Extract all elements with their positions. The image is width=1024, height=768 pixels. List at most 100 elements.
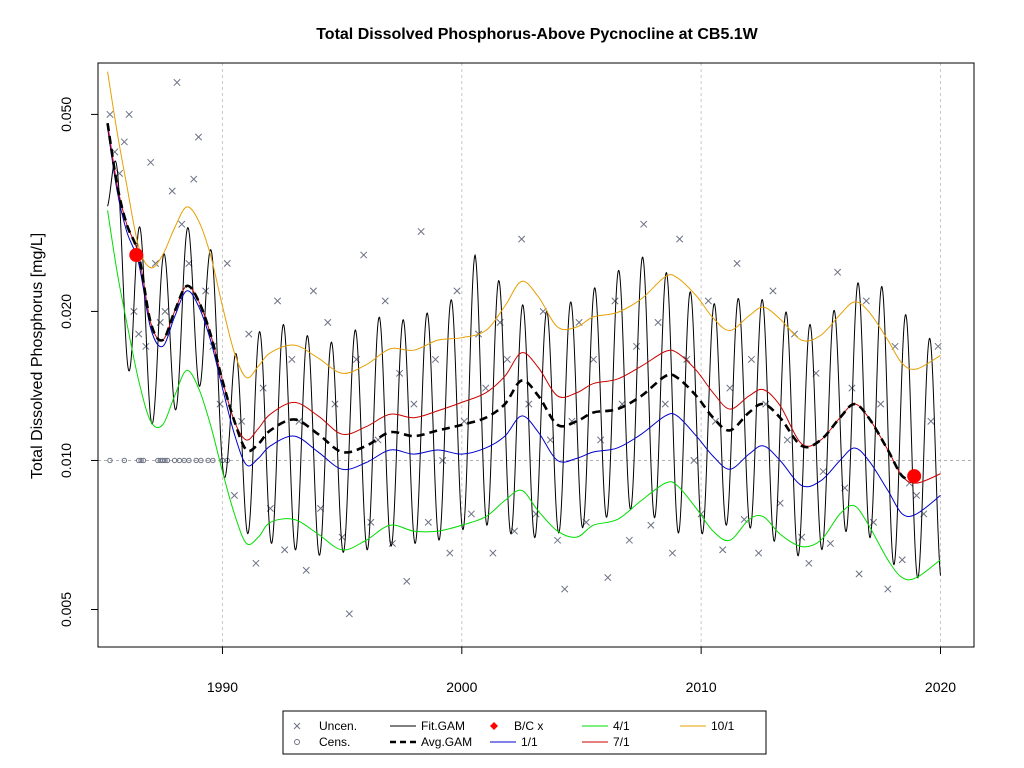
uncensored-point <box>252 559 260 567</box>
uncensored-point-stroke <box>711 417 720 425</box>
uncensored-point <box>147 158 155 166</box>
uncensored-point <box>135 330 143 338</box>
uncensored-point-stroke <box>690 456 698 465</box>
uncensored-point-stroke <box>106 110 114 118</box>
uncensored-point-stroke <box>503 355 511 363</box>
uncensored-point <box>913 491 921 499</box>
x-tick-label: 2010 <box>686 679 717 695</box>
uncensored-point-stroke <box>927 417 935 425</box>
uncensored-point-stroke <box>202 287 210 295</box>
bc-point <box>129 248 144 263</box>
uncensored-point-stroke <box>783 436 791 444</box>
uncensored-point-stroke <box>546 436 554 444</box>
uncensored-point-stroke <box>518 235 526 243</box>
uncensored-point-stroke <box>510 527 519 535</box>
legend-label: 7/1 <box>613 735 630 749</box>
uncensored-point-stroke <box>834 268 842 276</box>
uncensored-point <box>934 342 942 350</box>
bc-point <box>907 469 922 484</box>
uncensored-point <box>202 287 210 295</box>
uncensored-point <box>676 235 684 243</box>
uncensored-point <box>704 297 712 305</box>
uncensored-point-stroke <box>431 355 440 363</box>
uncensored-point <box>460 417 468 425</box>
uncensored-point <box>324 318 332 327</box>
uncensored-point-stroke <box>611 297 619 305</box>
uncensored-point-stroke <box>223 259 231 267</box>
y-tick-label: 0.020 <box>58 294 74 329</box>
series-lines <box>106 71 941 581</box>
uncensored-point <box>661 400 669 408</box>
legend-label: 4/1 <box>613 719 630 733</box>
legend: Uncen. Cens. Fit.GAM Avg.GAM B/C x 1/1 4/1 7/1 1… <box>282 710 767 755</box>
uncensored-point-stroke <box>884 585 892 593</box>
uncensored-point <box>431 355 440 363</box>
uncensored-point <box>848 384 856 392</box>
legend-label: 10/1 <box>711 719 735 733</box>
y-tick-label: 0.010 <box>58 443 74 478</box>
censored-point <box>140 457 147 464</box>
legend-label: Fit.GAM <box>421 719 465 733</box>
uncensored-point <box>173 78 181 87</box>
uncensored-point-stroke <box>704 297 712 305</box>
uncensored-point-stroke <box>683 355 691 363</box>
series-line-7-1 <box>107 123 941 484</box>
uncensored-point <box>597 436 605 444</box>
legend-item: 4/1 <box>582 719 630 733</box>
uncensored-point-stroke <box>238 417 246 425</box>
uncensored-point-stroke <box>216 400 224 408</box>
observation-points <box>106 78 942 618</box>
uncensored-point-stroke <box>647 521 655 529</box>
uncensored-point <box>417 227 425 236</box>
uncensored-point-stroke <box>302 566 310 574</box>
uncensored-point <box>245 330 253 338</box>
uncensored-point <box>683 355 691 363</box>
censored-point <box>198 457 204 464</box>
uncensored-point-stroke <box>769 287 777 295</box>
x-tick-label: 2020 <box>925 679 956 695</box>
uncensored-point <box>819 467 827 476</box>
uncensored-point <box>223 259 231 267</box>
legend-label: Uncen. <box>319 719 357 733</box>
y-axis-label: Total Dissolved Phosphorus [mg/L] <box>29 233 46 479</box>
uncensored-point <box>654 318 662 327</box>
uncensored-point-stroke <box>453 287 461 295</box>
x-axis: 1990 2000 2010 2020 <box>207 647 956 695</box>
uncensored-point-stroke <box>676 235 684 243</box>
uncensored-point <box>288 355 296 363</box>
uncensored-point <box>161 307 169 315</box>
uncensored-point-stroke <box>125 110 133 118</box>
uncensored-point <box>238 417 246 425</box>
uncensored-point <box>855 570 863 578</box>
uncensored-point <box>309 287 317 295</box>
uncensored-point <box>518 235 526 243</box>
uncensored-point <box>467 510 475 518</box>
uncensored-point-stroke <box>288 355 296 363</box>
uncensored-point-stroke <box>161 307 169 315</box>
uncensored-point <box>345 610 353 618</box>
uncensored-point <box>776 499 784 507</box>
uncensored-point-stroke <box>482 384 490 392</box>
uncensored-point <box>525 400 533 408</box>
legend-label: Cens. <box>319 735 350 749</box>
legend-diamond-marker <box>490 722 498 730</box>
grid <box>221 63 941 647</box>
legend-item: Avg.GAM <box>390 735 472 749</box>
uncensored-point-stroke <box>281 546 289 554</box>
uncensored-point-stroke <box>273 297 282 305</box>
uncensored-point-stroke <box>424 518 432 526</box>
uncensored-point-stroke <box>230 491 238 499</box>
uncensored-point-stroke <box>309 287 317 295</box>
uncensored-point <box>769 287 777 295</box>
censored-point <box>121 457 128 464</box>
uncensored-point-stroke <box>252 559 260 567</box>
uncensored-point-stroke <box>142 342 150 350</box>
uncensored-point-stroke <box>726 384 734 392</box>
uncensored-point <box>338 533 346 541</box>
uncensored-point-stroke <box>446 549 454 557</box>
uncensored-point-stroke <box>190 175 198 183</box>
uncensored-point-stroke <box>575 318 583 327</box>
uncensored-point <box>625 536 633 544</box>
uncensored-point-stroke <box>367 518 375 526</box>
